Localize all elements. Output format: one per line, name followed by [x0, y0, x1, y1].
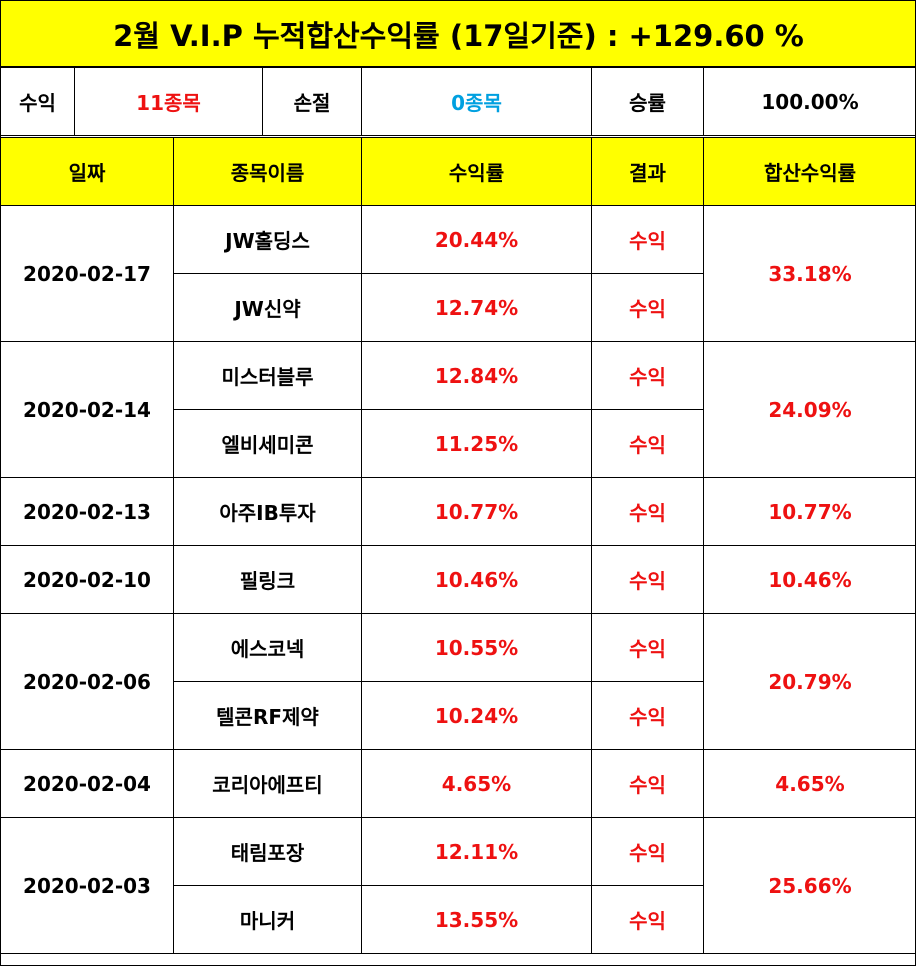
winrate-value: 100.00%	[703, 67, 916, 136]
return-rate-cell: 4.65%	[361, 749, 592, 818]
stock-name-cell: 코리아에프티	[173, 749, 362, 818]
table-row: 2020-02-06 에스코넥 10.55% 수익 20.79%	[0, 613, 916, 750]
table-row: 2020-02-10 필링크 10.46% 수익 10.46%	[0, 545, 916, 614]
table-row: 마니커 13.55% 수익	[1, 885, 916, 954]
total-return-cell: 10.46%	[703, 545, 916, 614]
table-row: 엘비세미콘 11.25% 수익	[1, 409, 916, 478]
profit-count: 11종목	[74, 67, 263, 136]
header-date: 일짜	[0, 137, 174, 206]
result-cell: 수익	[591, 613, 704, 682]
result-cell: 수익	[591, 885, 704, 954]
stock-name-cell: 마니커	[173, 885, 362, 954]
stock-name-cell: JW홀딩스	[173, 205, 362, 274]
return-rate-cell: 12.84%	[361, 341, 592, 410]
header-result: 결과	[591, 137, 704, 206]
return-rate-cell: 12.74%	[361, 273, 592, 342]
return-rate-cell: 10.46%	[361, 545, 592, 614]
results-body: 2020-02-17 JW홀딩스 20.44% 수익 33.18% JW신약 12.74% 수…	[0, 205, 916, 954]
loss-label: 손절	[262, 67, 362, 136]
page-title: 2월 V.I.P 누적합산수익률 (17일기준) : +129.60 %	[0, 0, 916, 68]
title-table: 2월 V.I.P 누적합산수익률 (17일기준) : +129.60 %	[0, 0, 916, 68]
total-return-cell: 33.18%	[703, 205, 916, 342]
result-cell: 수익	[591, 273, 704, 342]
total-return-cell: 4.65%	[703, 749, 916, 818]
total-return-cell: 20.79%	[703, 613, 916, 750]
table-row: 2020-02-17 JW홀딩스 20.44% 수익 33.18%	[0, 205, 916, 342]
header-row: 일짜 종목이름 수익률 결과 합산수익률	[0, 137, 916, 206]
return-rate-cell: 10.77%	[361, 477, 592, 546]
date-cell: 2020-02-13	[0, 477, 174, 546]
stock-name-cell: 엘비세미콘	[173, 409, 362, 478]
stock-name-cell: 미스터블루	[173, 341, 362, 410]
return-rate-cell: 20.44%	[361, 205, 592, 274]
date-cell: 2020-02-14	[0, 341, 174, 478]
date-cell: 2020-02-04	[0, 749, 174, 818]
return-rate-cell: 11.25%	[361, 409, 592, 478]
header-return-rate: 수익률	[361, 137, 592, 206]
table-row: 2020-02-04 코리아에프티 4.65% 수익 4.65%	[0, 749, 916, 818]
result-cell: 수익	[591, 205, 704, 274]
profit-label: 수익	[0, 67, 75, 136]
stock-name-cell: 텔콘RF제약	[173, 681, 362, 750]
table-row: 텔콘RF제약 10.24% 수익	[1, 681, 916, 750]
return-rate-cell: 12.11%	[361, 817, 592, 886]
result-cell: 수익	[591, 749, 704, 818]
return-rate-cell: 10.24%	[361, 681, 592, 750]
loss-count: 0종목	[361, 67, 592, 136]
stock-name-cell: 아주IB투자	[173, 477, 362, 546]
table-row: 2020-02-14 미스터블루 12.84% 수익 24.09%	[0, 341, 916, 478]
header-total-return: 합산수익률	[703, 137, 916, 206]
result-cell: 수익	[591, 681, 704, 750]
total-return-cell: 25.66%	[703, 817, 916, 954]
results-table: 일짜 종목이름 수익률 결과 합산수익률 2020-02-17 JW홀딩스 20.4…	[0, 137, 916, 954]
table-row: 2020-02-03 태림포장 12.11% 수익 25.66%	[0, 817, 916, 954]
date-cell: 2020-02-03	[0, 817, 174, 954]
total-return-cell: 24.09%	[703, 341, 916, 478]
result-cell: 수익	[591, 545, 704, 614]
date-cell: 2020-02-17	[0, 205, 174, 342]
summary-table: 수익 11종목 손절 0종목 승률 100.00%	[0, 67, 916, 136]
header-stock-name: 종목이름	[173, 137, 362, 206]
summary-row: 수익 11종목 손절 0종목 승률 100.00%	[0, 67, 916, 136]
result-cell: 수익	[591, 817, 704, 886]
stock-name-cell: 필링크	[173, 545, 362, 614]
winrate-label: 승률	[591, 67, 704, 136]
return-rate-cell: 13.55%	[361, 885, 592, 954]
date-cell: 2020-02-06	[0, 613, 174, 750]
